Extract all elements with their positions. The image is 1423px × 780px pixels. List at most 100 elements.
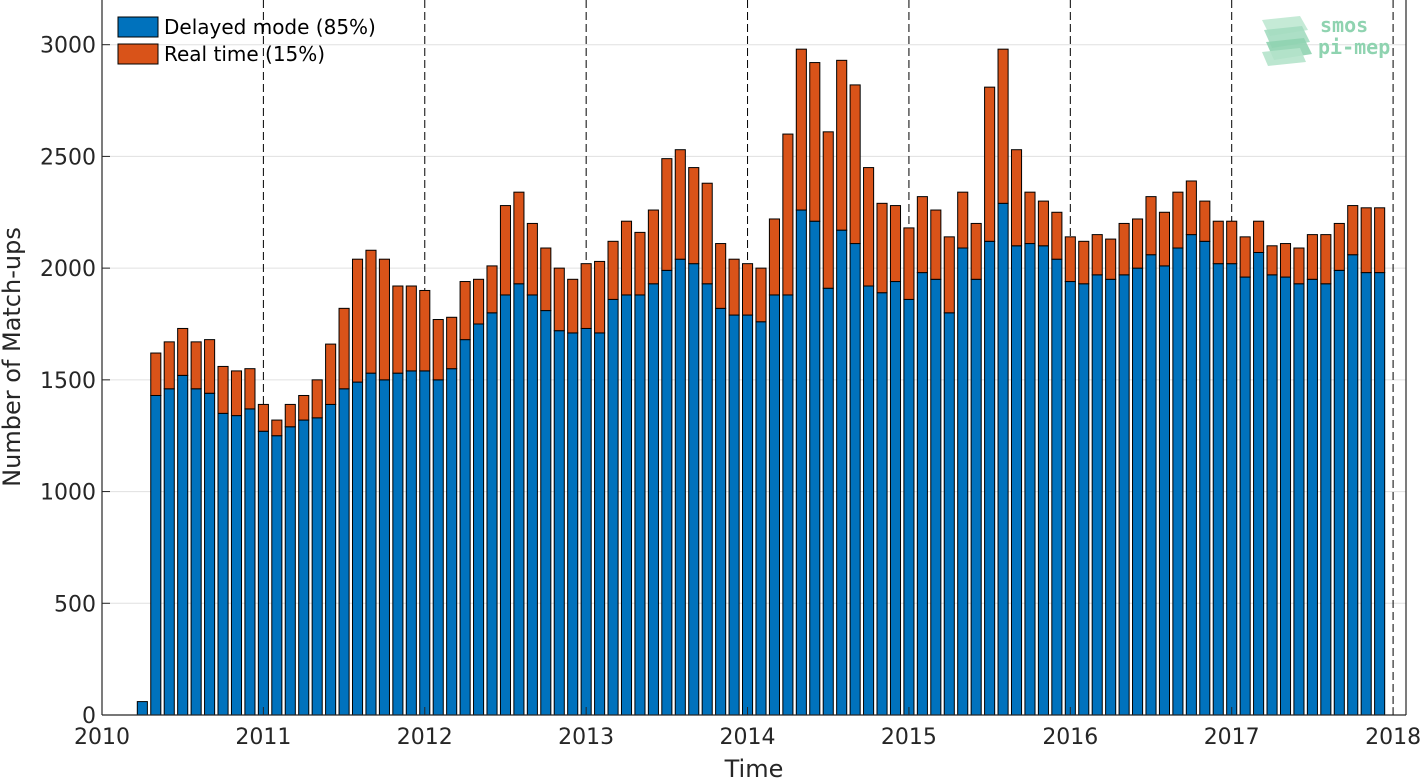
bar-delayed bbox=[634, 294, 646, 716]
bar-delayed bbox=[809, 220, 821, 716]
bar-realtime bbox=[634, 231, 646, 296]
bar-delayed bbox=[486, 312, 498, 716]
bar-delayed bbox=[1158, 265, 1171, 716]
bar-delayed bbox=[594, 332, 606, 716]
bar-delayed bbox=[943, 312, 955, 716]
bar-delayed bbox=[782, 294, 794, 716]
bar-realtime bbox=[1279, 243, 1292, 278]
bar-realtime bbox=[513, 191, 525, 285]
bar-delayed bbox=[446, 368, 458, 716]
bar-realtime bbox=[338, 307, 350, 390]
legend-label-delayed: Delayed mode (85%) bbox=[164, 15, 376, 39]
bar-delayed bbox=[432, 379, 444, 716]
bar-delayed bbox=[1199, 240, 1211, 716]
bar-delayed bbox=[567, 332, 579, 716]
bar-realtime bbox=[325, 343, 337, 405]
x-tick-label: 2012 bbox=[397, 725, 453, 750]
bar-realtime bbox=[607, 240, 619, 300]
bar-delayed bbox=[715, 307, 727, 716]
bar-realtime bbox=[674, 149, 686, 260]
bar-realtime bbox=[553, 267, 565, 332]
bar-delayed bbox=[513, 283, 525, 716]
bar-realtime bbox=[365, 249, 377, 374]
bar-delayed bbox=[473, 323, 485, 716]
bar-delayed bbox=[822, 287, 834, 716]
y-tick-label: 1500 bbox=[40, 369, 96, 394]
bar-realtime bbox=[486, 265, 498, 314]
bar-delayed bbox=[298, 419, 310, 716]
legend-swatch-delayed bbox=[117, 16, 159, 38]
bar-realtime bbox=[1010, 149, 1023, 247]
bar-delayed bbox=[755, 321, 767, 716]
bar-realtime bbox=[446, 316, 458, 370]
bar-delayed bbox=[701, 283, 713, 716]
bar-realtime bbox=[432, 319, 444, 381]
x-tick-label: 2010 bbox=[74, 725, 130, 750]
bar-realtime bbox=[163, 341, 175, 390]
bar-delayed bbox=[150, 394, 162, 716]
bar-realtime bbox=[1185, 180, 1197, 236]
bar-delayed bbox=[1132, 267, 1144, 716]
bar-realtime bbox=[755, 267, 767, 323]
bar-realtime bbox=[1266, 245, 1278, 276]
bar-realtime bbox=[916, 196, 928, 274]
bar-delayed bbox=[553, 330, 565, 716]
bar-delayed bbox=[1253, 251, 1265, 716]
x-tick-label: 2015 bbox=[881, 725, 937, 750]
bar-realtime bbox=[984, 86, 996, 242]
logo-text-line1: smos bbox=[1320, 13, 1368, 37]
bar-delayed bbox=[1320, 283, 1332, 716]
bar-realtime bbox=[1105, 238, 1117, 280]
bar-realtime bbox=[1226, 220, 1238, 265]
bar-realtime bbox=[768, 218, 780, 296]
bar-delayed bbox=[1226, 263, 1238, 716]
bar-realtime bbox=[1333, 222, 1345, 271]
bar-realtime bbox=[809, 62, 821, 222]
bar-delayed bbox=[957, 247, 969, 716]
bar-realtime bbox=[217, 365, 229, 414]
bar-realtime bbox=[957, 191, 969, 249]
bar-realtime bbox=[1078, 240, 1090, 285]
bar-realtime bbox=[889, 205, 902, 283]
logo-text-line2: pi-mep bbox=[1318, 35, 1390, 59]
logo: smos pi-mep bbox=[1262, 13, 1390, 66]
y-tick-label: 2500 bbox=[40, 145, 96, 170]
bar-realtime bbox=[970, 222, 982, 280]
bar-realtime bbox=[419, 289, 431, 372]
bar-delayed bbox=[1279, 276, 1292, 716]
bar-delayed bbox=[1145, 254, 1157, 716]
bar-delayed bbox=[728, 314, 740, 716]
bar-realtime bbox=[405, 285, 417, 372]
bar-realtime bbox=[1024, 191, 1036, 245]
bar-realtime bbox=[204, 339, 216, 394]
bar-realtime bbox=[351, 258, 364, 383]
bar-delayed bbox=[1010, 245, 1023, 716]
bar-delayed bbox=[311, 417, 323, 716]
bar-delayed bbox=[526, 294, 538, 716]
bars bbox=[136, 48, 1386, 716]
bar-realtime bbox=[284, 403, 296, 428]
bar-realtime bbox=[1051, 211, 1063, 260]
bar-delayed bbox=[620, 294, 633, 716]
logo-mark-icon bbox=[1262, 16, 1312, 66]
bar-delayed bbox=[1293, 283, 1305, 716]
bar-delayed bbox=[970, 278, 982, 716]
y-tick-label: 0 bbox=[82, 704, 96, 729]
bar-realtime bbox=[459, 281, 471, 341]
bar-realtime bbox=[1037, 200, 1049, 247]
bar-delayed bbox=[177, 374, 189, 716]
bar-realtime bbox=[930, 209, 942, 280]
y-tick-label: 2000 bbox=[40, 257, 96, 282]
bar-realtime bbox=[1374, 207, 1386, 274]
bar-realtime bbox=[1091, 234, 1103, 276]
bar-realtime bbox=[1253, 220, 1265, 253]
bar-realtime bbox=[1239, 236, 1251, 278]
bar-delayed bbox=[271, 435, 283, 716]
bar-delayed bbox=[1306, 278, 1318, 716]
y-tick-label: 3000 bbox=[40, 34, 96, 59]
bar-realtime bbox=[1145, 196, 1157, 256]
bar-delayed bbox=[930, 278, 942, 716]
bar-realtime bbox=[1172, 191, 1184, 249]
bar-realtime bbox=[728, 258, 740, 316]
